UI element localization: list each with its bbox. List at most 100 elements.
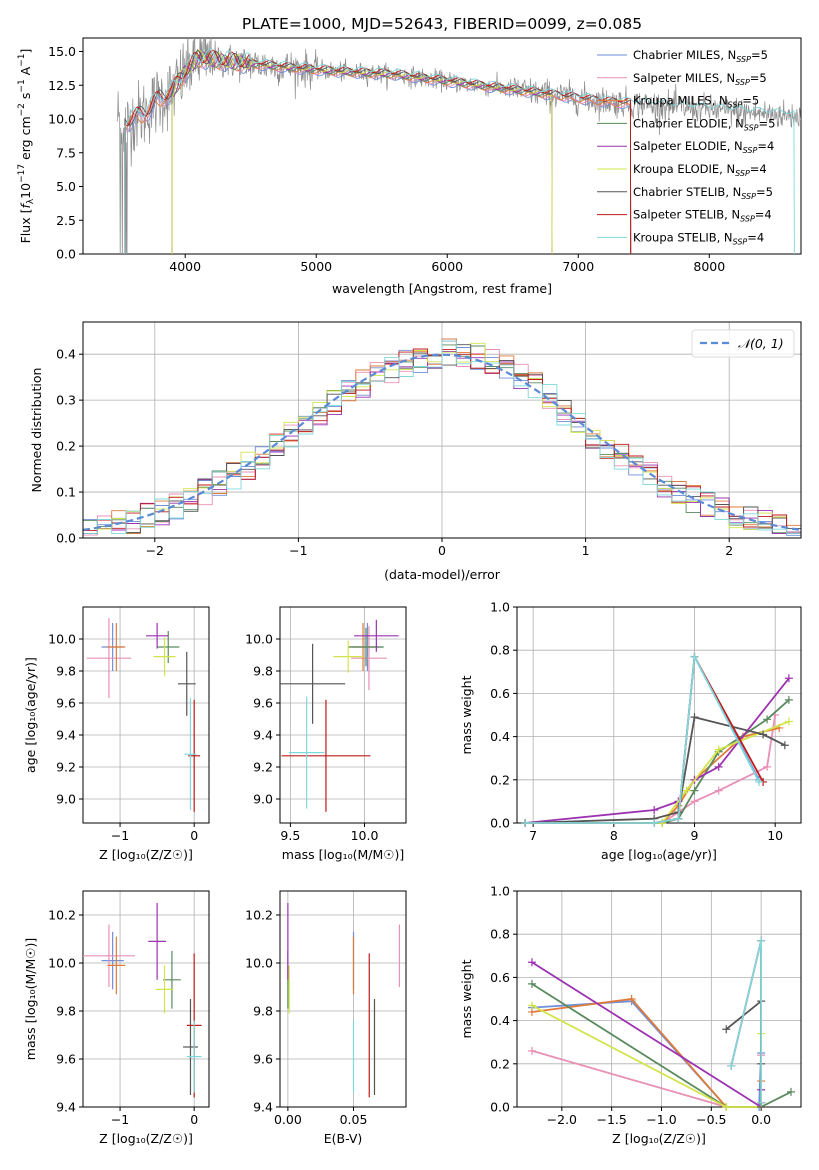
legend-entry: 𝒩(0, 1) bbox=[738, 336, 784, 351]
x-tick-label: 0.00 bbox=[274, 1112, 302, 1127]
model-spectrum-line-salpeter-miles bbox=[124, 55, 632, 254]
y-tick-label: 1.0 bbox=[490, 600, 510, 615]
errorbar-chabrier-stelib bbox=[280, 643, 346, 724]
age-vs-metallicity-panel: −1 0 9.0 9.2 9.4 9.6 9.8 10.0 Z [log₁₀(Z/Z☉)] age… bbox=[23, 606, 210, 862]
x-tick-label: 6000 bbox=[431, 259, 463, 274]
y-tick-label: 0.0 bbox=[56, 247, 76, 262]
residual-histogram-panel: −2 −1 0 1 2 0.0 0.1 0.2 0.3 0.4 (data-model)/error… bbox=[29, 321, 802, 582]
histogram-step-kroupa-stelib bbox=[83, 340, 801, 534]
series-point-marker bbox=[714, 786, 723, 795]
series-line bbox=[525, 653, 764, 824]
y-axis-label: age [log₁₀(age/yr)] bbox=[23, 657, 38, 773]
spectrum-legend: Chabrier MILES, NSSP=5 Salpeter MILES, NS… bbox=[597, 48, 775, 246]
errorbar-kroupa-elodie bbox=[153, 637, 176, 676]
errorbar-kroupa-miles bbox=[107, 623, 126, 671]
series-line bbox=[531, 1049, 762, 1108]
y-tick-label: 0.3 bbox=[56, 393, 76, 408]
series-line bbox=[531, 961, 762, 1109]
x-tick-label: −1 bbox=[111, 1112, 129, 1127]
legend-entry: Kroupa MILES, NSSP=5 bbox=[633, 94, 759, 110]
y-tick-label: 5.0 bbox=[56, 179, 76, 194]
legend-entry: Kroupa STELIB, NSSP=4 bbox=[633, 230, 764, 246]
y-tick-label: 9.6 bbox=[56, 696, 76, 711]
y-tick-label: 1.0 bbox=[490, 884, 510, 899]
y-tick-label: 9.6 bbox=[253, 1052, 273, 1067]
series-point-marker bbox=[690, 713, 699, 722]
series-line bbox=[525, 714, 777, 824]
figure-title: PLATE=1000, MJD=52643, FIBERID=0099, z=0… bbox=[242, 15, 642, 33]
legend-entry: Chabrier ELODIE, NSSP=5 bbox=[633, 116, 775, 132]
x-axis-label: age [log₁₀(age/yr)] bbox=[601, 847, 717, 862]
errorbar-chabrier-miles bbox=[101, 931, 124, 990]
series-point-marker bbox=[690, 652, 699, 661]
axes-frame bbox=[516, 890, 802, 1108]
x-axis-label: E(B-V) bbox=[324, 1131, 363, 1146]
series-point-marker bbox=[784, 717, 793, 726]
age-vs-mass-panel: 9.5 10.0 9.0 9.2 9.4 9.6 9.8 10.0 mass [log₁₀(M/… bbox=[245, 606, 407, 862]
legend-entry: Chabrier STELIB, NSSP=5 bbox=[633, 185, 773, 201]
axes-frame bbox=[82, 37, 802, 255]
y-tick-label: 9.0 bbox=[253, 792, 273, 807]
errorbar-salpeter-elodie bbox=[148, 903, 167, 980]
y-axis-label: mass [log₁₀(M/M☉)] bbox=[23, 938, 38, 1060]
y-tick-label: 9.6 bbox=[56, 1052, 76, 1067]
x-tick-label: −1 bbox=[289, 543, 307, 558]
y-tick-label: 10.2 bbox=[48, 908, 76, 923]
x-axis-label: wavelength [Angstrom, rest frame] bbox=[332, 281, 552, 296]
y-axis-label: Normed distribution bbox=[29, 368, 44, 493]
x-tick-label: 5000 bbox=[300, 259, 332, 274]
series-point-marker bbox=[784, 695, 793, 704]
x-tick-label: 1 bbox=[582, 543, 590, 558]
x-tick-label: 9.5 bbox=[280, 828, 300, 843]
axes-frame bbox=[279, 606, 407, 824]
y-tick-label: 10.2 bbox=[245, 908, 273, 923]
y-tick-label: 9.8 bbox=[253, 1004, 273, 1019]
mass-weight-vs-metallicity-panel: −2.0 −1.5 −1.0 −0.5 0.0 0.0 0.2 0.4 0.6 0.8 1.0 Z [… bbox=[459, 884, 802, 1146]
series-point-marker bbox=[784, 674, 793, 683]
x-tick-label: −1 bbox=[111, 828, 129, 843]
mass-weight-vs-age-panel: 7 8 9 10 0.0 0.2 0.4 0.6 0.8 1.0 age [log₁₀(age/yr… bbox=[459, 600, 802, 862]
y-tick-label: 0.0 bbox=[490, 1100, 510, 1115]
y-tick-label: 0.4 bbox=[56, 347, 76, 362]
series-point-marker bbox=[755, 777, 764, 786]
spectrum-panel: 4000 5000 6000 7000 8000 0.0 2.5 5.0 7.5 10.0 12.5… bbox=[17, 37, 802, 296]
x-tick-label: 10 bbox=[767, 828, 783, 843]
series-point-marker bbox=[714, 762, 723, 771]
model-spectrum-line-salpeter-stelib bbox=[124, 49, 632, 254]
errorbar-chabrier-stelib bbox=[183, 999, 198, 1095]
y-tick-label: 10.0 bbox=[48, 112, 76, 127]
x-tick-label: 8 bbox=[610, 828, 618, 843]
y-tick-label: 10.0 bbox=[48, 632, 76, 647]
x-tick-label: −2 bbox=[146, 543, 164, 558]
x-tick-label: 7 bbox=[529, 828, 537, 843]
series-line bbox=[525, 716, 786, 824]
series-point-marker bbox=[722, 1025, 731, 1034]
y-tick-label: 0.2 bbox=[56, 439, 76, 454]
series-point-marker bbox=[674, 814, 683, 823]
mass-weight-series-salpeter-elodie bbox=[527, 958, 766, 1111]
y-tick-label: 0.2 bbox=[490, 772, 510, 787]
histogram-legend-box bbox=[691, 329, 795, 358]
errorbar-kroupa-stelib bbox=[288, 696, 325, 809]
y-tick-label: 0.6 bbox=[490, 686, 510, 701]
errorbar-salpeter-elodie bbox=[146, 623, 169, 649]
errorbar-salpeter-miles bbox=[83, 924, 135, 987]
x-tick-label: −1.5 bbox=[596, 1112, 626, 1127]
y-tick-label: 10.0 bbox=[245, 956, 273, 971]
axes-frame bbox=[82, 890, 210, 1108]
legend-entry: Salpeter STELIB, NSSP=4 bbox=[633, 208, 772, 224]
y-tick-label: 0.6 bbox=[490, 970, 510, 985]
y-tick-label: 9.8 bbox=[56, 664, 76, 679]
series-point-marker bbox=[627, 995, 636, 1003]
series-point-marker bbox=[658, 819, 667, 827]
y-tick-label: 9.2 bbox=[56, 760, 76, 775]
y-tick-label: 0.4 bbox=[490, 729, 510, 744]
model-spectrum-line-kroupa-stelib bbox=[124, 48, 795, 254]
errorbar-kroupa-elodie bbox=[333, 640, 364, 673]
y-tick-label: 9.6 bbox=[253, 696, 273, 711]
series-point-marker bbox=[527, 979, 536, 988]
mass-weight-series-chabrier-miles bbox=[521, 652, 764, 827]
series-line bbox=[525, 653, 760, 824]
mass-weight-series-kroupa-stelib bbox=[521, 652, 764, 827]
y-tick-label: 12.5 bbox=[48, 78, 76, 93]
